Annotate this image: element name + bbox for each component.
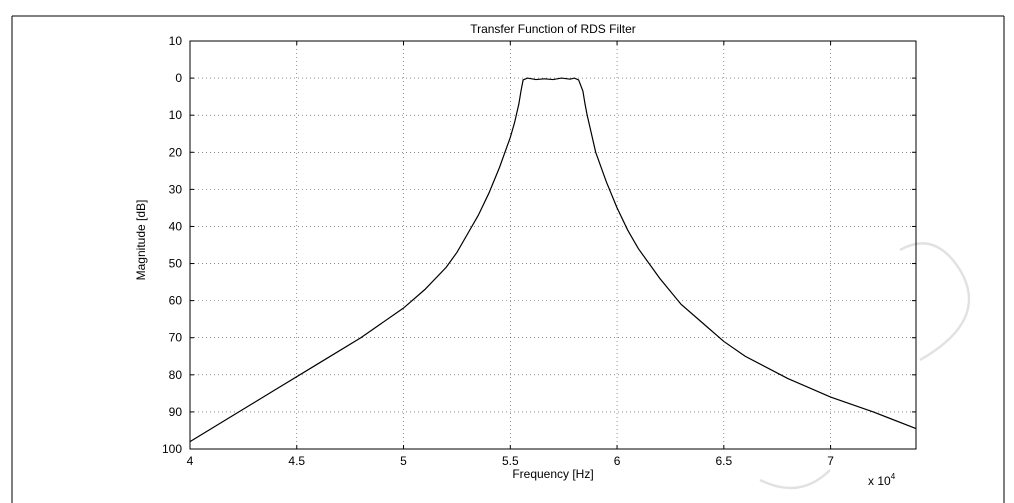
x-multiplier-base: x 10 (868, 474, 891, 488)
y-tick-label: 0 (175, 71, 182, 85)
x-tick-label: 6 (614, 454, 621, 468)
watermark-arc-lower (759, 469, 831, 490)
y-tick-label: 60 (169, 294, 183, 308)
plot-area (189, 77, 917, 443)
y-tick-label: 10 (169, 34, 183, 48)
y-tick-label: 30 (169, 182, 183, 196)
y-tick-label: 70 (169, 331, 183, 345)
plot-box (189, 40, 917, 450)
x-multiplier-exponent: 4 (891, 472, 896, 481)
x-tick-label: 4 (187, 454, 194, 468)
grid (190, 41, 916, 449)
series-line (189, 77, 917, 443)
chart-title: Transfer Function of RDS Filter (470, 22, 636, 36)
x-multiplier: x 104 (868, 472, 896, 488)
x-axis: 4 4.5 5 5.5 6 6.5 7 (187, 41, 834, 468)
y-tick-label: 50 (169, 257, 183, 271)
y-tick-label: 20 (169, 145, 183, 159)
x-tick-label: 4.5 (288, 454, 305, 468)
y-tick-label: 90 (169, 405, 183, 419)
y-axis-label: Magnitude [dB] (134, 200, 148, 281)
x-tick-label: 5 (400, 454, 407, 468)
y-tick-label: 80 (169, 368, 183, 382)
x-axis-label: Frequency [Hz] (512, 467, 593, 481)
x-tick-label: 5.5 (502, 454, 519, 468)
watermark-arc (899, 242, 971, 362)
x-tick-label: 6.5 (715, 454, 732, 468)
y-tick-label: 10 (169, 108, 183, 122)
y-tick-label: 100 (162, 442, 182, 456)
x-tick-label: 7 (827, 454, 834, 468)
y-tick-label: 40 (169, 219, 183, 233)
